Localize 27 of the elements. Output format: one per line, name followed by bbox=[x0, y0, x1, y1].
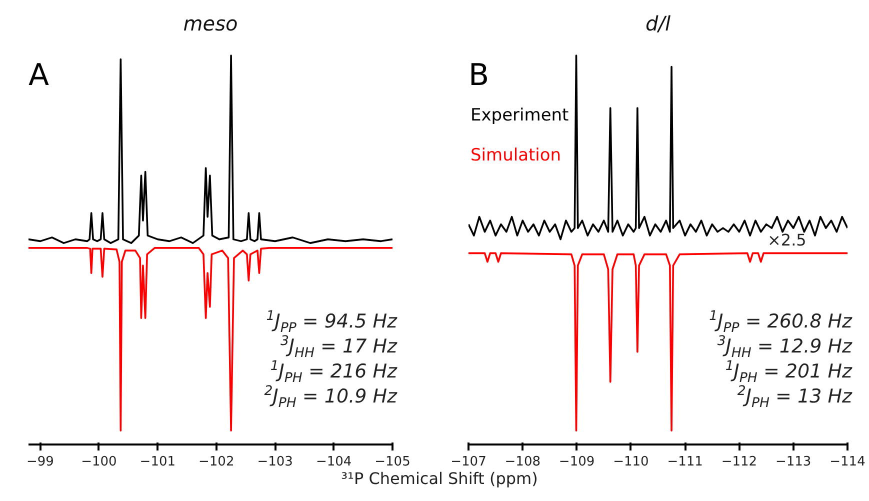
x-tick-label: −100 bbox=[81, 454, 117, 470]
x-tick-label: −105 bbox=[374, 454, 410, 470]
annotation: ×2.5 bbox=[768, 230, 806, 250]
annotation: $^{1}$J$_{PP}$ = 260.8 Hz bbox=[709, 309, 852, 336]
x-tick-label: −113 bbox=[776, 454, 812, 470]
x-tick-label: −114 bbox=[830, 454, 866, 470]
chart-title: meso bbox=[183, 12, 238, 36]
x-tick-label: −109 bbox=[558, 454, 595, 470]
x-tick-label: −103 bbox=[257, 454, 293, 470]
x-tick-label: −110 bbox=[613, 454, 649, 470]
x-tick-label: −102 bbox=[198, 454, 234, 470]
x-axis-title: ³¹P Chemical Shift (ppm) bbox=[340, 468, 539, 490]
annotation: $^{3}$J$_{HH}$ = 17 Hz bbox=[280, 334, 397, 362]
x-tick-label: −112 bbox=[721, 454, 758, 470]
x-tick-label: −111 bbox=[667, 454, 703, 470]
x-tick-label: −108 bbox=[504, 454, 541, 470]
annotation: A bbox=[28, 58, 50, 93]
x-tick-label: −107 bbox=[450, 454, 486, 470]
series-label: Experiment bbox=[470, 106, 570, 126]
text: Simulation bbox=[470, 146, 562, 166]
annotation: $^{3}$J$_{HH}$ = 12.9 Hz bbox=[717, 334, 852, 362]
annotation: $^{1}$J$_{PP}$ = 94.5 Hz bbox=[266, 309, 397, 336]
x-tick-label: −101 bbox=[140, 454, 176, 470]
chart-title: d/l bbox=[646, 12, 671, 36]
x-tick-label: −99 bbox=[26, 454, 54, 470]
x-tick-label: −104 bbox=[316, 454, 352, 470]
annotation: B bbox=[468, 58, 490, 93]
